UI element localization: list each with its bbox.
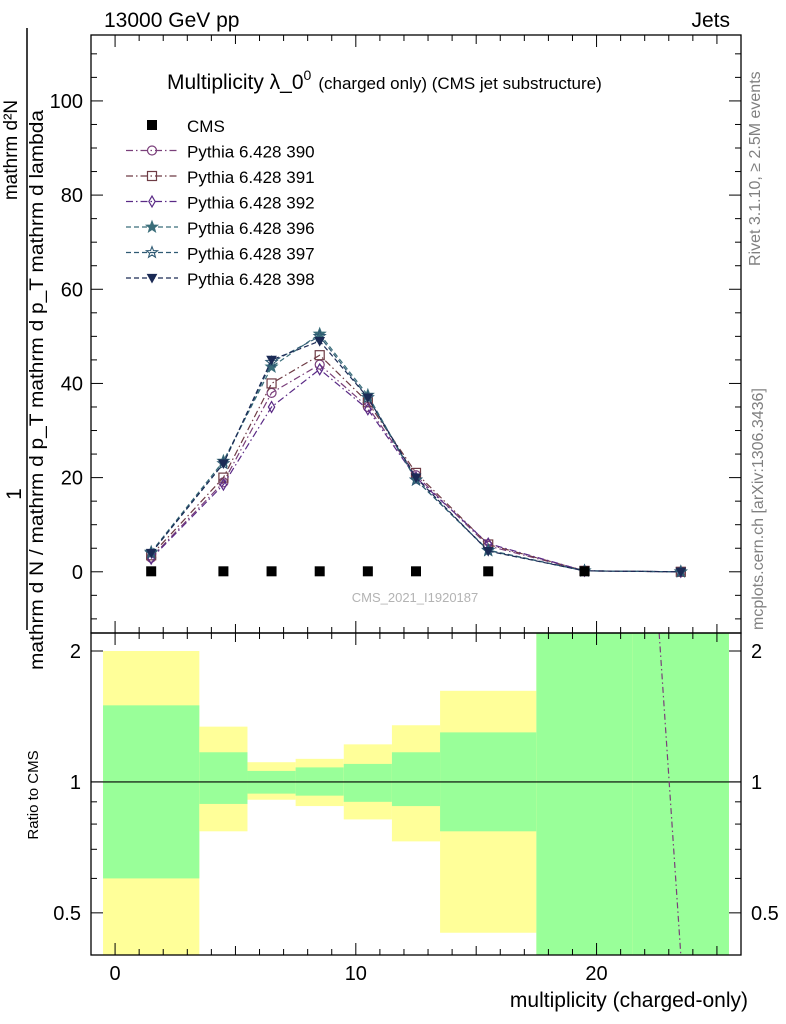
main-ytick-label: 20 — [61, 468, 83, 490]
cms-point-6 — [483, 566, 494, 577]
legend: CMS Pythia 6.428 390 Pythia 6.428 391 Pythi… — [126, 117, 315, 289]
side-label-mcplots: mcplots.cern.ch [arXiv:1306.3436] — [750, 388, 767, 630]
axes-layer: 0 20 40 60 80 100 0 10 20 0.5 0.5 1 1 2 2 — [50, 34, 779, 985]
series-line-1 — [150, 354, 681, 573]
plot-title-main: Multiplicity λ_0 — [167, 71, 304, 94]
series-5-point-4 — [362, 393, 374, 404]
series-line-3 — [150, 333, 681, 573]
series-5-point-1 — [218, 459, 229, 470]
ratio-ytick-label-right: 0.5 — [751, 903, 779, 925]
side-label-rivet: Rivet 3.1.10, ≥ 2.5M events — [747, 71, 764, 266]
legend-label-1: Pythia 6.428 391 — [187, 168, 315, 187]
cms-point-5 — [411, 566, 421, 577]
legend-marker-1 — [146, 170, 158, 182]
watermark: CMS_2021_I1920187 — [352, 590, 479, 605]
main-ylabel-numerator: mathrm d²N — [1, 100, 22, 200]
main-ytick-label: 0 — [72, 562, 83, 584]
legend-label-0: Pythia 6.428 390 — [187, 143, 315, 162]
legend-label-5: Pythia 6.428 398 — [187, 270, 315, 289]
series-5-point-2 — [266, 355, 277, 366]
xtick-label: 10 — [345, 963, 367, 985]
cms-point-0 — [146, 566, 157, 577]
ratio-ytick-label-left: 0.5 — [53, 903, 81, 925]
legend-marker-4 — [144, 245, 160, 259]
main-ylabel-one: 1 — [3, 488, 26, 500]
main-ytick-label: 80 — [61, 185, 83, 207]
ratio-bands — [91, 632, 741, 956]
band-green-8 — [632, 633, 729, 955]
plot-title-suffix: (charged only) (CMS jet substructure) — [318, 74, 601, 93]
legend-label-4: Pythia 6.428 397 — [187, 245, 315, 264]
series-line-5 — [150, 340, 681, 573]
main-ytick-label: 60 — [61, 279, 83, 301]
band-green-4 — [343, 763, 392, 802]
cms-point-3 — [314, 566, 325, 577]
main-ytick-label: 40 — [61, 373, 83, 395]
series-5-point-8 — [675, 567, 687, 578]
series-2-point-2 — [267, 400, 276, 414]
series-line-2 — [150, 368, 681, 573]
series-2-point-4 — [364, 402, 372, 416]
ratio-frame — [90, 632, 742, 956]
legend-label-2: Pythia 6.428 392 — [187, 194, 315, 213]
legend-marker-5 — [146, 273, 158, 284]
series-1-point-2 — [266, 378, 277, 389]
series-1-point-3 — [314, 350, 325, 361]
series-2-point-3 — [315, 362, 324, 376]
legend-marker-0 — [146, 145, 158, 156]
ratio-ytick-label-left: 2 — [70, 641, 81, 663]
legend-marker-2 — [148, 194, 156, 209]
main-ylabel: 1 mathrm d²N mathrm d N / mathrm d p_T m… — [1, 28, 48, 670]
xtick-label: 0 — [110, 963, 121, 985]
band-green-5 — [391, 752, 441, 807]
cms-point-4 — [362, 566, 373, 577]
ratio-ytick-label-right: 2 — [751, 641, 762, 663]
series-5-point-5 — [410, 473, 422, 484]
xtick-label: 20 — [585, 963, 607, 985]
series-3-point-2 — [264, 359, 279, 373]
cms-point-7 — [579, 566, 590, 577]
legend-cms-marker — [147, 120, 157, 130]
ratio-ytick-label-left: 1 — [70, 772, 81, 794]
header-left: 13000 GeV pp — [104, 9, 239, 32]
header-right: Jets — [691, 9, 730, 32]
cms-point-2 — [266, 566, 277, 577]
legend-marker-3 — [144, 219, 160, 233]
series-5-point-0 — [145, 548, 157, 559]
main-ylabel-denominator: mathrm d N / mathrm d p_T mathrm d p_T m… — [27, 110, 48, 670]
band-green-0 — [103, 705, 200, 879]
cms-data-layer — [146, 566, 590, 577]
series-2-point-1 — [219, 478, 228, 492]
series-5-point-6 — [482, 546, 494, 557]
plot-title: Multiplicity λ_00 (charged only) (CMS jet… — [167, 67, 602, 94]
mc-series-layer — [144, 326, 688, 579]
legend-label-3: Pythia 6.428 396 — [187, 219, 315, 238]
plot-title-sup: 0 — [304, 67, 312, 83]
main-ytick-label: 100 — [50, 91, 83, 113]
ratio-ylabel: Ratio to CMS — [25, 750, 42, 839]
series-line-4 — [150, 335, 681, 573]
legend-cms-label: CMS — [187, 117, 225, 136]
band-green-1 — [199, 752, 248, 804]
band-green-7 — [536, 633, 633, 955]
ratio-ytick-label-right: 1 — [751, 772, 762, 794]
series-5-point-3 — [314, 336, 326, 347]
x-axis-label: multiplicity (charged-only) — [510, 989, 748, 1012]
cms-point-1 — [218, 566, 229, 577]
